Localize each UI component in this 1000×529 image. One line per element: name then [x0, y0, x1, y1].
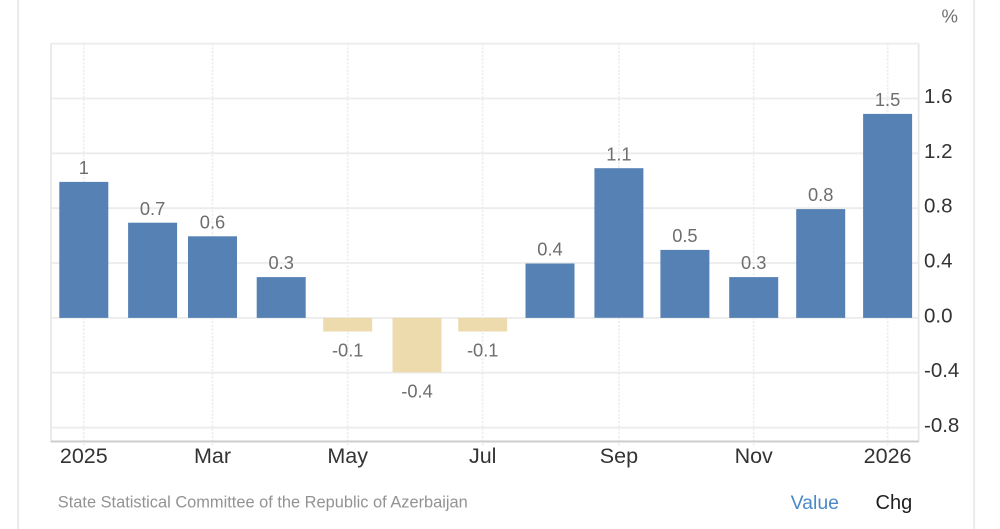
svg-text:0.4: 0.4 — [924, 250, 953, 273]
svg-text:-0.8: -0.8 — [924, 414, 959, 437]
svg-text:1.5: 1.5 — [875, 89, 900, 110]
svg-text:Sep: Sep — [600, 444, 638, 468]
svg-text:Chg: Chg — [876, 492, 913, 514]
svg-text:May: May — [327, 444, 368, 468]
svg-text:-0.4: -0.4 — [924, 359, 959, 382]
svg-text:1.6: 1.6 — [924, 85, 953, 108]
svg-text:Value: Value — [791, 492, 839, 514]
svg-text:0.8: 0.8 — [808, 184, 833, 205]
svg-text:0.6: 0.6 — [200, 212, 225, 233]
svg-text:0.0: 0.0 — [924, 304, 953, 327]
svg-text:0.5: 0.5 — [672, 225, 697, 246]
svg-text:-0.1: -0.1 — [467, 340, 499, 361]
svg-text:Jul: Jul — [469, 444, 496, 468]
svg-text:-0.1: -0.1 — [332, 340, 364, 361]
svg-text:2025: 2025 — [60, 444, 108, 468]
svg-text:1.1: 1.1 — [606, 143, 631, 164]
svg-text:0.7: 0.7 — [140, 198, 165, 219]
svg-text:Mar: Mar — [194, 444, 231, 468]
svg-text:0.8: 0.8 — [924, 195, 953, 218]
svg-text:Nov: Nov — [735, 444, 773, 468]
svg-text:2026: 2026 — [864, 444, 912, 468]
svg-text:0.3: 0.3 — [268, 252, 293, 273]
svg-text:State Statistical Committee of: State Statistical Committee of the Repub… — [58, 494, 468, 512]
svg-text:-0.4: -0.4 — [401, 380, 433, 401]
svg-text:%: % — [942, 6, 958, 27]
svg-text:1: 1 — [79, 157, 89, 178]
svg-text:0.3: 0.3 — [741, 252, 766, 273]
svg-text:0.4: 0.4 — [537, 239, 562, 260]
svg-text:1.2: 1.2 — [924, 140, 953, 163]
